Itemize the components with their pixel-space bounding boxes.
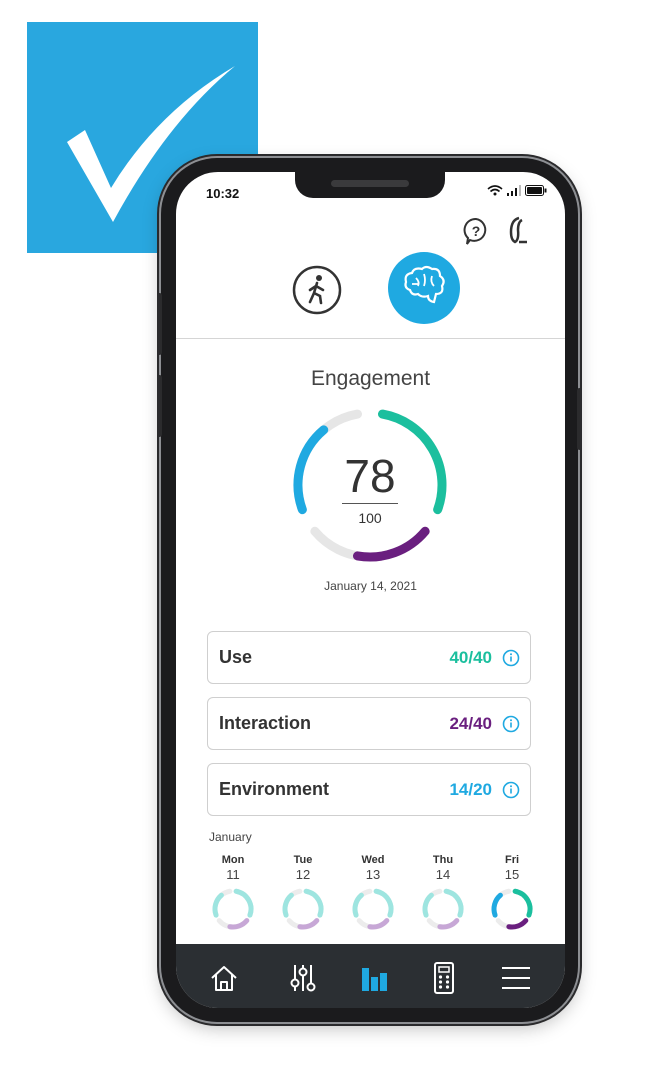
speaker — [331, 180, 409, 187]
info-icon[interactable] — [502, 781, 520, 799]
day-number: 13 — [365, 867, 381, 882]
arc-interaction — [227, 918, 250, 930]
score-card-use[interactable]: Use 40/40 — [207, 631, 531, 684]
day-gauge — [212, 888, 254, 930]
walking-person-icon — [292, 265, 342, 315]
engagement-max: 100 — [358, 510, 382, 526]
battery-icon — [525, 185, 547, 196]
engagement-score: 78 — [344, 450, 396, 502]
score-card-interaction[interactable]: Interaction 24/40 — [207, 697, 531, 750]
arc-environment — [212, 892, 224, 918]
status-time: 10:32 — [206, 186, 240, 201]
phone-side-button — [157, 293, 162, 355]
phone-power-button — [577, 388, 582, 450]
home-icon[interactable] — [206, 960, 242, 996]
bottom-nav — [176, 944, 565, 1008]
day-gauge — [422, 888, 464, 930]
checkmark-icon — [67, 66, 235, 222]
card-value: 40/40 — [449, 647, 492, 667]
help-icon[interactable]: ? — [461, 216, 491, 246]
wifi-icon — [487, 185, 503, 196]
engagement-date: January 14, 2021 — [324, 579, 417, 593]
day-number: 11 — [226, 867, 240, 882]
day-thu[interactable]: Thu 14 — [418, 854, 468, 932]
week-month: January — [209, 830, 252, 844]
arc-interaction — [352, 526, 430, 562]
signal-icon — [507, 185, 521, 196]
header-divider — [176, 338, 565, 339]
header-actions: ? — [461, 216, 531, 246]
arc-environment — [282, 892, 294, 918]
phone-notch — [295, 172, 445, 198]
day-name: Thu — [432, 854, 454, 866]
day-name: Fri — [504, 854, 520, 866]
card-label: Environment — [219, 779, 330, 799]
arc-environment — [352, 892, 364, 918]
app-screen: 10:32 ? — [176, 172, 565, 1008]
hearing-aid-icon[interactable] — [505, 216, 531, 246]
day-gauge — [282, 888, 324, 930]
day-wed[interactable]: Wed 13 — [348, 854, 398, 932]
day-tue[interactable]: Tue 12 — [278, 854, 328, 932]
day-gauge — [352, 888, 394, 930]
day-number: 12 — [295, 867, 311, 882]
arc-interaction — [506, 918, 529, 930]
mode-walking[interactable] — [291, 264, 343, 316]
status-icons — [487, 185, 547, 196]
arc-use — [373, 888, 394, 918]
info-icon[interactable] — [502, 715, 520, 733]
card-value: 24/40 — [449, 713, 492, 733]
engagement-gauge — [293, 409, 447, 562]
arc-interaction — [437, 918, 460, 930]
arc-interaction — [367, 918, 390, 930]
card-label: Interaction — [219, 713, 312, 733]
day-number: 14 — [435, 867, 451, 882]
bar-chart-icon[interactable] — [357, 960, 393, 996]
info-icon[interactable] — [502, 649, 520, 667]
day-gauge — [491, 888, 533, 930]
arc-environment — [293, 425, 329, 515]
arc-use — [443, 888, 464, 918]
day-name: Mon — [221, 854, 245, 866]
day-number: 15 — [504, 867, 520, 882]
arc-environment — [422, 892, 434, 918]
card-value: 14/20 — [449, 779, 492, 799]
checkmark-badge — [27, 22, 258, 253]
day-name: Wed — [361, 854, 385, 866]
card-label: Use — [219, 647, 253, 667]
brain-icon — [404, 265, 445, 304]
sliders-icon[interactable] — [285, 960, 321, 996]
remote-icon[interactable] — [426, 960, 462, 996]
day-name: Tue — [293, 854, 313, 866]
score-card-environment[interactable]: Environment 14/20 — [207, 763, 531, 816]
arc-use — [303, 888, 324, 918]
arc-interaction — [297, 918, 320, 930]
day-mon[interactable]: Mon 11 — [208, 854, 258, 932]
arc-use — [233, 888, 254, 918]
engagement-title: Engagement — [310, 367, 431, 390]
arc-environment — [491, 892, 503, 918]
arc-use — [512, 888, 533, 918]
phone-side-button — [157, 375, 162, 437]
menu-icon[interactable] — [498, 960, 534, 996]
arc-use — [378, 409, 447, 515]
day-fri[interactable]: Fri 15 — [487, 854, 537, 932]
mode-brain[interactable] — [388, 252, 460, 324]
svg-text:?: ? — [472, 223, 481, 239]
score-divider — [342, 503, 398, 504]
